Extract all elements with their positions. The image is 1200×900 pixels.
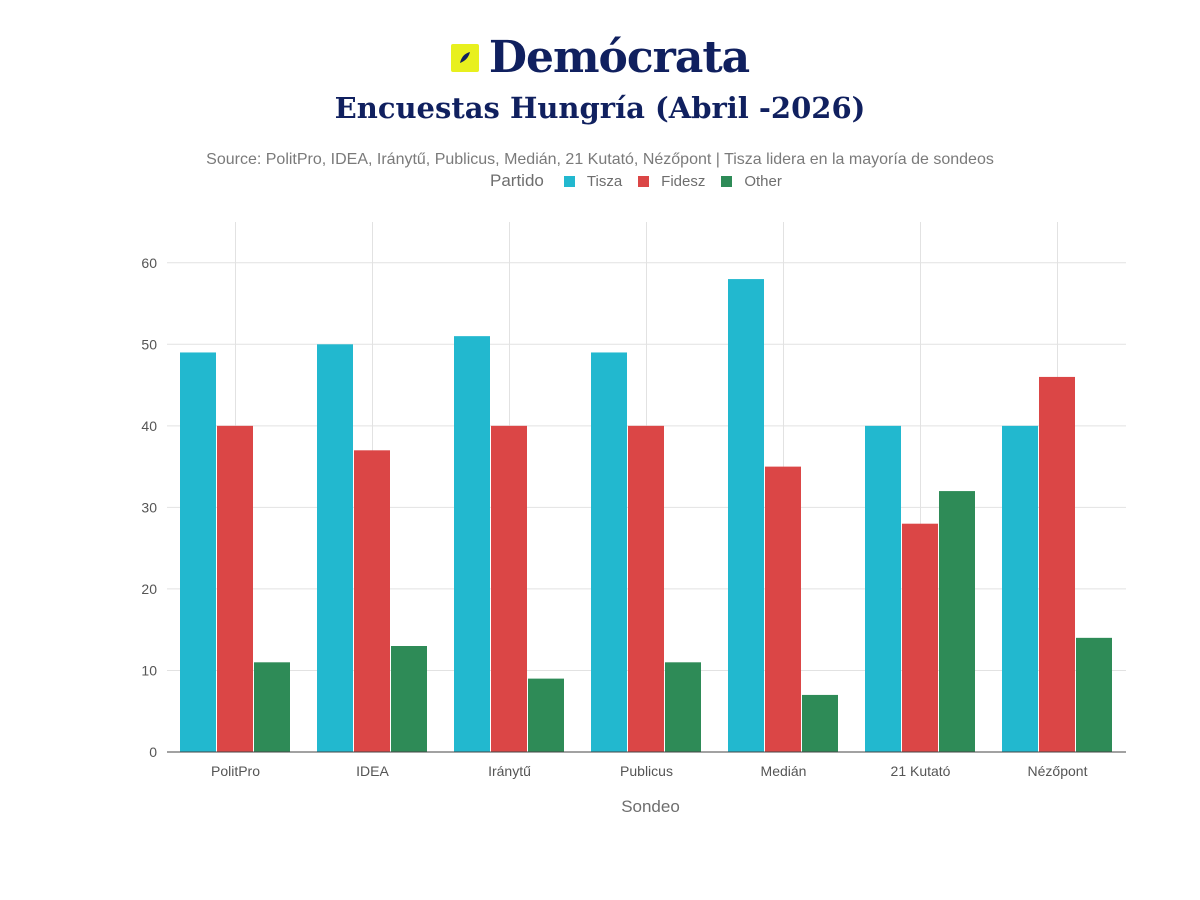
x-tick-label: Publicus: [620, 763, 673, 779]
y-tick-label: 40: [141, 418, 157, 434]
bar-fidesz-3[interactable]: [628, 425, 664, 752]
bar-other-5[interactable]: [939, 491, 975, 752]
chart-title: Encuestas Hungría (Abril -2026): [334, 91, 866, 125]
legend-swatch-other: [721, 175, 733, 187]
bar-fidesz-1[interactable]: [354, 450, 390, 752]
bar-fidesz-0[interactable]: [217, 425, 253, 752]
legend-swatch-fidesz: [638, 175, 650, 187]
y-tick-label: 60: [141, 255, 157, 271]
y-tick-label: 0: [149, 744, 157, 760]
chart-subtitle: Source: PolitPro, IDEA, Iránytű, Publicu…: [206, 151, 994, 168]
legend-label-other: Other: [744, 172, 782, 190]
bar-tisza-6[interactable]: [1002, 425, 1038, 752]
bar-tisza-5[interactable]: [865, 425, 901, 752]
bar-other-1[interactable]: [391, 646, 427, 752]
bar-tisza-2[interactable]: [454, 336, 490, 752]
bar-fidesz-6[interactable]: [1039, 376, 1075, 752]
y-tick-label: 30: [141, 499, 157, 515]
legend-item-tisza[interactable]: Tisza: [563, 172, 623, 190]
logo-mark-icon: [450, 44, 479, 72]
y-tick-label: 10: [141, 662, 157, 678]
bar-other-0[interactable]: [254, 662, 290, 752]
legend-item-fidesz[interactable]: Fidesz: [638, 173, 705, 190]
bar-fidesz-2[interactable]: [491, 425, 527, 752]
y-tick-label: 20: [141, 581, 157, 597]
x-tick-label: Iránytű: [488, 763, 531, 779]
bar-tisza-4[interactable]: [728, 279, 764, 752]
x-axis-title: Sondeo: [621, 797, 680, 816]
bar-fidesz-5[interactable]: [902, 523, 938, 752]
y-tick-label: 50: [141, 336, 157, 352]
chart-legend: Partido Tisza Fidesz Other: [490, 170, 798, 192]
bar-fidesz-4[interactable]: [765, 466, 801, 752]
x-tick-label: 21 Kutató: [891, 763, 951, 779]
bar-tisza-3[interactable]: [591, 352, 627, 752]
bar-other-3[interactable]: [665, 662, 701, 752]
bar-tisza-0[interactable]: [180, 352, 216, 752]
bar-other-4[interactable]: [802, 694, 838, 752]
x-tick-label: Medián: [761, 763, 807, 779]
legend-label-tisza: Tisza: [586, 172, 623, 190]
legend-label-fidesz: Fidesz: [661, 172, 706, 190]
x-tick-label: PolitPro: [211, 763, 260, 779]
brand-name: Demócrata: [488, 32, 750, 83]
bar-tisza-1[interactable]: [317, 344, 353, 752]
legend-title: Partido: [490, 171, 544, 190]
brand-header: Demócrata: [0, 30, 1200, 86]
x-tick-label: Nézőpont: [1028, 763, 1088, 779]
legend-swatch-tisza: [563, 175, 575, 187]
legend-item-other[interactable]: Other: [721, 173, 782, 190]
bar-other-6[interactable]: [1076, 637, 1112, 752]
bar-other-2[interactable]: [528, 678, 564, 752]
x-tick-label: IDEA: [356, 763, 389, 779]
